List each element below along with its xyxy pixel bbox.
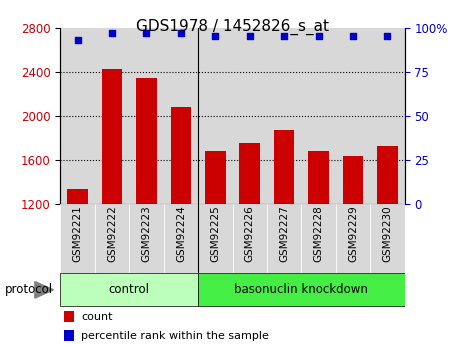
Text: percentile rank within the sample: percentile rank within the sample bbox=[81, 331, 269, 341]
Bar bbox=[274, 130, 294, 204]
FancyBboxPatch shape bbox=[267, 204, 301, 273]
Text: GDS1978 / 1452826_s_at: GDS1978 / 1452826_s_at bbox=[136, 19, 329, 35]
Point bbox=[246, 34, 253, 39]
Text: GSM92222: GSM92222 bbox=[107, 206, 117, 262]
Point bbox=[315, 34, 322, 39]
FancyBboxPatch shape bbox=[164, 204, 198, 273]
FancyBboxPatch shape bbox=[60, 204, 95, 273]
Point bbox=[108, 30, 116, 36]
Point bbox=[384, 34, 391, 39]
Text: GSM92230: GSM92230 bbox=[382, 206, 392, 262]
Text: GSM92228: GSM92228 bbox=[313, 206, 324, 262]
Point bbox=[280, 34, 288, 39]
Bar bbox=[308, 151, 329, 204]
Text: GSM92225: GSM92225 bbox=[210, 206, 220, 262]
Text: count: count bbox=[81, 312, 113, 322]
Bar bbox=[64, 311, 74, 322]
FancyBboxPatch shape bbox=[198, 204, 232, 273]
FancyBboxPatch shape bbox=[60, 273, 198, 306]
FancyBboxPatch shape bbox=[336, 204, 370, 273]
FancyBboxPatch shape bbox=[232, 204, 267, 273]
Text: GSM92226: GSM92226 bbox=[245, 206, 255, 262]
Text: GSM92229: GSM92229 bbox=[348, 206, 358, 262]
Text: GSM92224: GSM92224 bbox=[176, 206, 186, 262]
Bar bbox=[67, 189, 88, 204]
Polygon shape bbox=[35, 282, 53, 298]
Bar bbox=[102, 69, 122, 204]
Point bbox=[177, 30, 185, 36]
FancyBboxPatch shape bbox=[370, 204, 405, 273]
Text: basonuclin knockdown: basonuclin knockdown bbox=[234, 283, 368, 296]
Text: control: control bbox=[109, 283, 150, 296]
FancyBboxPatch shape bbox=[129, 204, 164, 273]
Text: GSM92223: GSM92223 bbox=[141, 206, 152, 262]
Bar bbox=[205, 151, 226, 204]
Bar bbox=[239, 143, 260, 204]
FancyBboxPatch shape bbox=[95, 204, 129, 273]
Text: protocol: protocol bbox=[5, 283, 53, 296]
Text: GSM92227: GSM92227 bbox=[279, 206, 289, 262]
Bar bbox=[377, 146, 398, 204]
FancyBboxPatch shape bbox=[301, 204, 336, 273]
Point bbox=[349, 34, 357, 39]
Bar bbox=[343, 156, 363, 204]
Point bbox=[74, 37, 81, 43]
FancyBboxPatch shape bbox=[198, 273, 405, 306]
Text: GSM92221: GSM92221 bbox=[73, 206, 83, 262]
Bar bbox=[136, 78, 157, 204]
Bar bbox=[171, 107, 191, 204]
Bar bbox=[64, 330, 74, 341]
Point bbox=[212, 34, 219, 39]
Point bbox=[143, 30, 150, 36]
